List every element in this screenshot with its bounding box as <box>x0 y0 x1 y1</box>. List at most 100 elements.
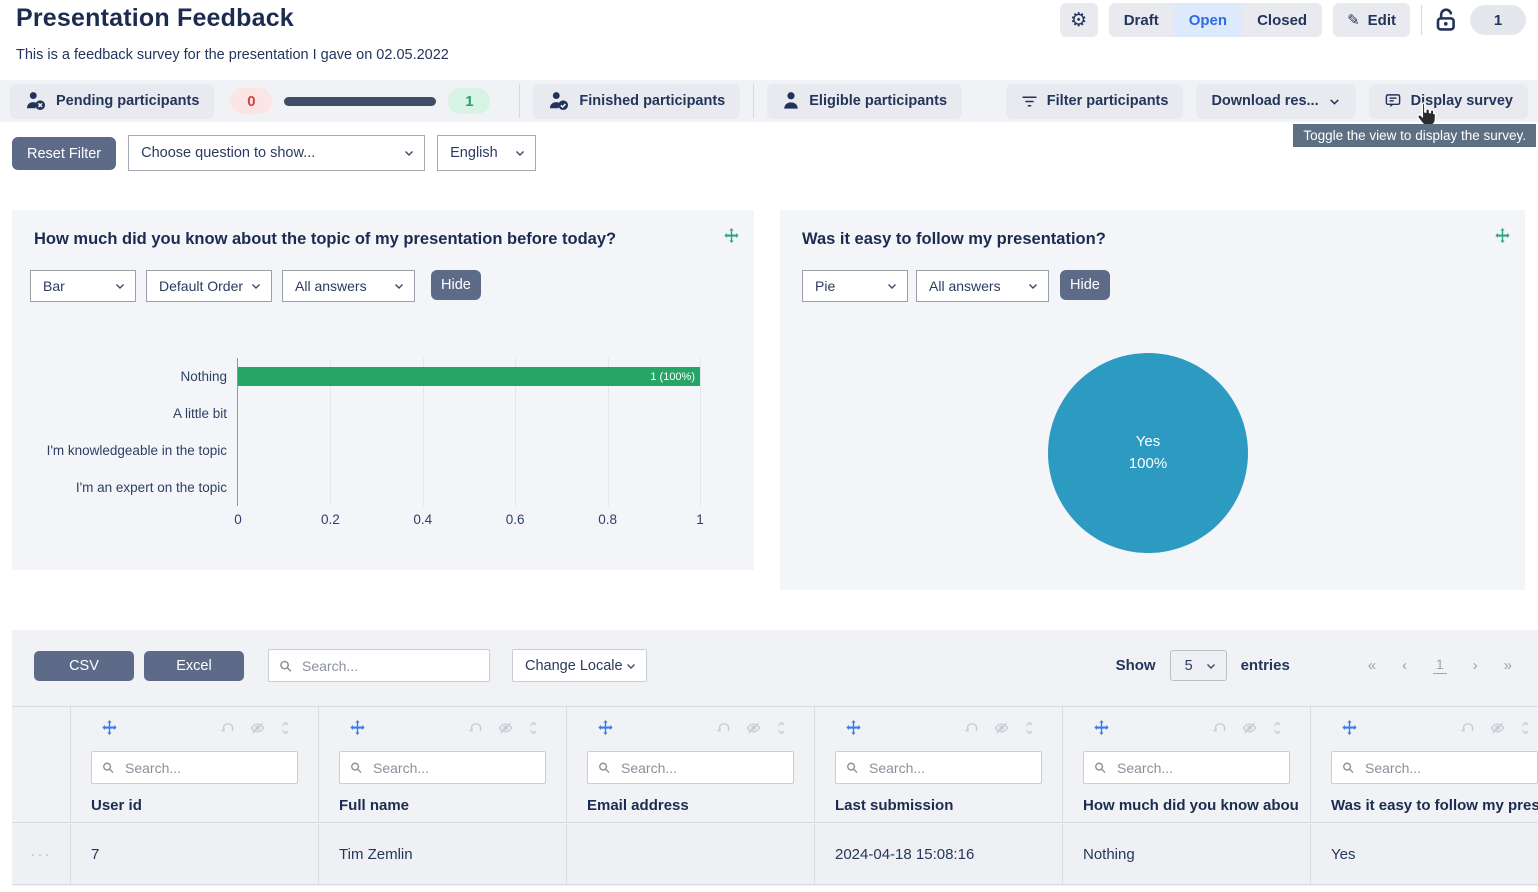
finished-count-badge: 1 <box>448 88 491 114</box>
bar-plot-area: 1 (100%) 0 0.2 0.4 0.6 0.8 1 <box>234 358 704 527</box>
table-search-input[interactable] <box>268 649 490 682</box>
pagination-first[interactable]: « <box>1367 657 1377 674</box>
column-label: Last submission <box>835 797 954 814</box>
column-label: How much did you know about the topic of… <box>1083 797 1298 814</box>
column-search <box>587 751 794 784</box>
display-survey-icon <box>1385 94 1400 108</box>
search-icon <box>845 760 860 775</box>
bar-category-label: I'm an expert on the topic <box>75 480 227 495</box>
order-select[interactable]: Default Order <box>146 270 272 302</box>
status-open-button[interactable]: Open <box>1173 3 1243 37</box>
refresh-warning-icon[interactable] <box>716 720 732 736</box>
column-drag-handle-icon[interactable] <box>349 719 366 736</box>
column-drag-handle-icon[interactable] <box>845 719 862 736</box>
column-header-last-submission: Last submission <box>814 707 1062 822</box>
refresh-warning-icon[interactable] <box>1460 720 1476 736</box>
reset-filter-button[interactable]: Reset Filter <box>12 137 117 170</box>
column-drag-handle-icon[interactable] <box>1093 719 1110 736</box>
finished-participants-button[interactable]: Finished participants <box>533 83 741 119</box>
sort-icon[interactable] <box>527 720 540 736</box>
column-header-email: Email address <box>566 707 814 822</box>
question-select[interactable]: Choose question to show... <box>128 135 426 171</box>
refresh-warning-icon[interactable] <box>468 720 484 736</box>
question-card-bar: How much did you know about the topic of… <box>12 210 754 570</box>
gridline <box>330 358 332 506</box>
question-select-value: Choose question to show... <box>141 145 316 161</box>
column-search-input[interactable] <box>1083 751 1290 784</box>
column-drag-handle-icon[interactable] <box>101 719 118 736</box>
column-header-full-name: Full name <box>318 707 566 822</box>
column-header-question-2: Was it easy to follow my presentation? <box>1310 707 1538 822</box>
hide-chart-button[interactable]: Hide <box>431 270 481 300</box>
edit-button[interactable]: ✎ Edit <box>1333 3 1410 37</box>
column-search-input[interactable] <box>339 751 546 784</box>
refresh-warning-icon[interactable] <box>1212 720 1228 736</box>
x-tick: 1 <box>696 512 704 527</box>
pie-slice: Yes 100% <box>1048 353 1248 553</box>
pagination-last[interactable]: » <box>1503 657 1512 674</box>
person-x-icon <box>26 92 45 110</box>
column-drag-handle-icon[interactable] <box>597 719 614 736</box>
download-results-button[interactable]: Download res... <box>1196 83 1356 119</box>
refresh-warning-icon[interactable] <box>220 720 236 736</box>
hide-column-icon[interactable] <box>1489 720 1506 736</box>
refresh-warning-icon[interactable] <box>964 720 980 736</box>
chart-type-select[interactable]: Pie <box>802 270 908 302</box>
export-csv-button[interactable]: CSV <box>34 650 134 681</box>
status-closed-button[interactable]: Closed <box>1242 3 1322 37</box>
drag-handle-icon[interactable] <box>723 227 740 244</box>
row-expand-button[interactable]: ··· <box>30 845 52 863</box>
pagination-page-1[interactable]: 1 <box>1433 657 1447 674</box>
chevron-down-icon <box>395 284 403 289</box>
order-value: Default Order <box>159 278 244 294</box>
display-survey-button[interactable]: Display survey <box>1368 83 1528 119</box>
hide-column-icon[interactable] <box>745 720 762 736</box>
column-search-input[interactable] <box>91 751 298 784</box>
person-check-icon <box>550 92 569 110</box>
column-drag-handle-icon[interactable] <box>1341 719 1358 736</box>
chart-type-select[interactable]: Bar <box>30 270 136 302</box>
chart-type-value: Bar <box>43 278 65 294</box>
answers-select[interactable]: All answers <box>916 270 1049 302</box>
drag-handle-icon[interactable] <box>1494 227 1511 244</box>
cell-last-submission: 2024-04-18 15:08:16 <box>814 824 1062 884</box>
hide-column-icon[interactable] <box>497 720 514 736</box>
chart-type-value: Pie <box>815 278 836 294</box>
export-excel-button[interactable]: Excel <box>144 650 244 681</box>
cell-full-name: Tim Zemlin <box>318 824 566 884</box>
settings-button[interactable]: ⚙ <box>1059 3 1098 37</box>
column-search-input[interactable] <box>835 751 1042 784</box>
language-select[interactable]: English <box>437 135 537 171</box>
chevron-down-icon <box>252 284 260 289</box>
column-header-expand <box>12 707 70 822</box>
hide-column-icon[interactable] <box>249 720 266 736</box>
table-header-row: User id Full name <box>12 706 1538 823</box>
column-search-input[interactable] <box>587 751 794 784</box>
x-tick: 0 <box>234 512 242 527</box>
sort-icon[interactable] <box>1023 720 1036 736</box>
gridline <box>700 358 701 506</box>
answers-select[interactable]: All answers <box>282 270 415 302</box>
filter-participants-button[interactable]: Filter participants <box>1005 83 1184 119</box>
cell-question-2: Yes <box>1310 824 1538 884</box>
hide-column-icon[interactable] <box>993 720 1010 736</box>
sort-icon[interactable] <box>1519 720 1532 736</box>
status-draft-button[interactable]: Draft <box>1109 3 1174 37</box>
chevron-down-icon <box>627 663 635 669</box>
sort-icon[interactable] <box>775 720 788 736</box>
page-size-select[interactable]: 5 <box>1169 650 1227 681</box>
sort-icon[interactable] <box>1271 720 1284 736</box>
sort-icon[interactable] <box>279 720 292 736</box>
column-search-input[interactable] <box>1331 751 1538 784</box>
hide-column-icon[interactable] <box>1241 720 1258 736</box>
change-locale-select[interactable]: Change Locale <box>512 649 647 682</box>
pagination-prev[interactable]: ‹ <box>1402 657 1408 674</box>
unlock-icon[interactable] <box>1433 7 1459 33</box>
pending-participants-label: Pending participants <box>56 93 200 109</box>
eligible-participants-button[interactable]: Eligible participants <box>767 83 963 119</box>
hide-chart-button[interactable]: Hide <box>1060 270 1110 300</box>
pagination-next[interactable]: › <box>1472 657 1478 674</box>
pending-participants-button[interactable]: Pending participants <box>10 83 215 119</box>
bar-category-label: A little bit <box>172 406 227 421</box>
column-label: Email address <box>587 797 689 814</box>
